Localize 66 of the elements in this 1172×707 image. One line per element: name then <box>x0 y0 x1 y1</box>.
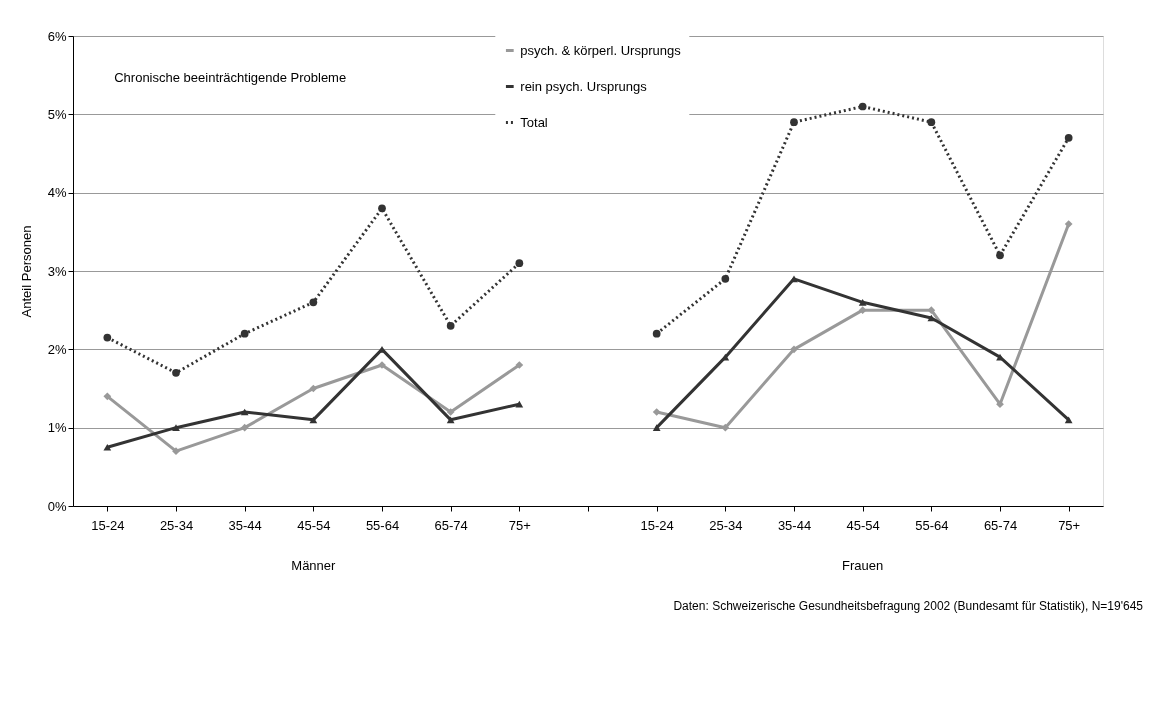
y-tick-label: 6% <box>47 28 67 44</box>
point <box>858 102 867 111</box>
point <box>309 298 318 307</box>
point <box>309 384 318 393</box>
point <box>927 306 936 315</box>
annotation: Chronische beeinträchtigende Probleme <box>114 70 347 86</box>
point <box>515 361 524 369</box>
text: Frauen <box>842 558 884 573</box>
point <box>721 274 730 283</box>
point <box>790 118 798 127</box>
y-tick-label: 1% <box>47 420 67 436</box>
point <box>172 424 180 432</box>
point <box>172 447 180 456</box>
x-tick-label: 45-54 <box>297 517 331 533</box>
text: Männer <box>291 558 337 573</box>
point <box>652 329 661 338</box>
point <box>446 416 455 424</box>
point <box>996 400 1004 409</box>
point <box>996 251 1004 260</box>
y-tick-label: 4% <box>47 185 67 201</box>
y-tick-label: 2% <box>47 341 67 357</box>
point <box>103 392 112 401</box>
point <box>1064 133 1073 142</box>
point <box>927 118 936 127</box>
x-tick-label: 25-34 <box>709 517 743 533</box>
point <box>103 333 112 342</box>
x-tick-label: 75+ <box>1058 517 1081 533</box>
x-tick-label: 35-44 <box>777 517 812 533</box>
text: Daten: Schweizerische Gesundheitsbefragung 2002 (Bundesamt für Statistik), N=19'645 <box>673 599 1144 613</box>
point <box>446 408 455 416</box>
point <box>652 408 661 416</box>
x-tick-label: 15-24 <box>640 517 674 533</box>
point <box>240 329 249 338</box>
point <box>378 345 386 353</box>
point <box>103 443 112 451</box>
point <box>652 424 661 432</box>
y-tick-label: 0% <box>47 498 67 514</box>
point <box>1064 220 1073 228</box>
point <box>790 345 798 354</box>
point <box>446 321 455 330</box>
x-tick-label: 15-24 <box>91 517 125 533</box>
y-axis-title: Anteil Personen <box>18 225 34 318</box>
point <box>515 259 524 268</box>
x-tick-label: 55-64 <box>365 517 400 533</box>
point <box>858 306 867 315</box>
point <box>309 416 318 424</box>
point <box>240 423 249 432</box>
point <box>172 368 180 377</box>
point <box>1064 416 1073 424</box>
point <box>378 204 386 213</box>
x-tick-label: 55-64 <box>915 517 949 533</box>
y-tick-label: 3% <box>47 263 67 279</box>
point <box>515 400 524 408</box>
point <box>858 298 867 306</box>
x-tick-label: 65-74 <box>983 517 1018 533</box>
legend-label: Total <box>520 114 548 130</box>
y-tick-label: 5% <box>47 106 67 122</box>
x-tick-label: 45-54 <box>846 517 880 533</box>
legend-label: psych. & körperl. Ursprungs <box>520 42 682 58</box>
x-tick-label: 65-74 <box>434 517 468 533</box>
x-tick-label: 75+ <box>508 517 531 533</box>
point <box>996 353 1004 361</box>
legend-label: rein psych. Ursprungs <box>520 78 648 94</box>
x-tick-label: 35-44 <box>228 517 262 533</box>
x-tick-label: 25-34 <box>159 517 194 533</box>
point <box>790 275 798 283</box>
